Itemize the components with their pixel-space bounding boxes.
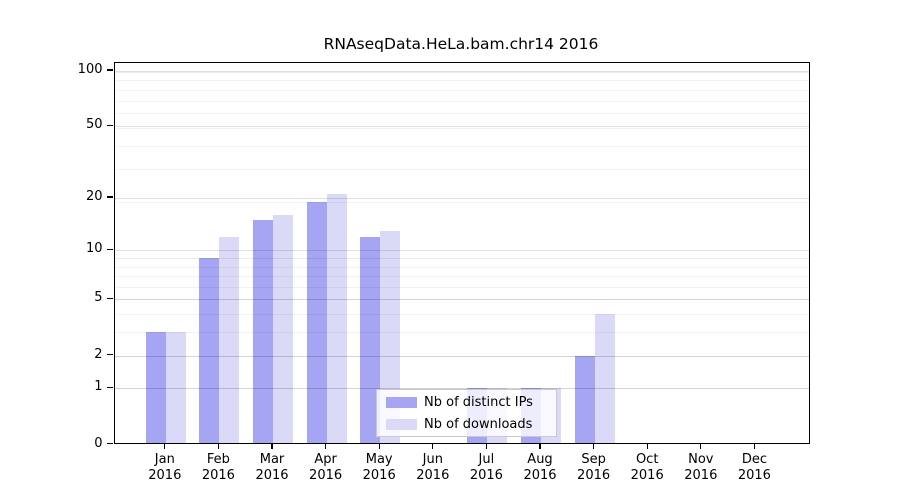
y-tick-label: 10: [85, 241, 103, 257]
gridline-minor: [114, 80, 809, 82]
gridline-major: [114, 198, 809, 200]
gridline-minor: [114, 355, 809, 357]
gridline-major: [114, 71, 809, 72]
gridline-decade: [114, 71, 809, 73]
x-tick-label: Nov 2016: [684, 451, 718, 484]
gridline-minor: [114, 332, 809, 334]
legend: Nb of distinct IPs Nb of downloads: [376, 389, 557, 437]
y-axis-tick: [106, 442, 113, 445]
gridline-minor: [114, 113, 809, 115]
x-tick-label: May 2016: [362, 451, 396, 484]
gridline-minor: [114, 202, 809, 204]
legend-label-distinct-ips: Nb of distinct IPs: [424, 395, 533, 410]
bar-distinct-ips-jan: [145, 332, 166, 443]
y-tick-label: 20: [85, 189, 103, 205]
gridline-minor: [114, 299, 809, 301]
y-axis-tick: [106, 297, 113, 300]
x-tick-label: Apr 2016: [309, 451, 343, 484]
x-axis-tick: [700, 443, 702, 449]
gridline-major: [114, 250, 809, 252]
x-tick-label: Mar 2016: [255, 451, 289, 484]
gridline-minor: [114, 127, 809, 129]
bar-distinct-ips-apr: [306, 202, 327, 443]
gridline-major: [114, 355, 809, 357]
y-axis-tick: [106, 248, 113, 251]
x-tick-label: Jul 2016: [469, 451, 503, 484]
bar-downloads-apr: [326, 194, 347, 443]
gridline-decade: [114, 258, 809, 260]
x-tick-label: Sep 2016: [577, 451, 611, 484]
y-tick-label: 1: [94, 379, 103, 395]
y-axis-tick: [106, 196, 113, 198]
x-tick-label: Oct 2016: [630, 451, 664, 484]
x-tick-label: Dec 2016: [737, 451, 771, 484]
gridline-minor: [114, 100, 809, 102]
x-tick-label: Aug 2016: [523, 451, 557, 484]
x-axis-tick: [753, 443, 756, 449]
x-tick-label: Jan 2016: [148, 451, 182, 484]
y-tick-label: 100: [77, 62, 103, 77]
gridline-major: [114, 126, 809, 128]
bar-downloads-feb: [219, 236, 240, 443]
y-axis-tick: [106, 353, 113, 356]
bar-downloads-mar: [273, 215, 293, 443]
bar-distinct-ips-mar: [253, 220, 273, 443]
gridline-major: [114, 388, 809, 390]
x-axis-tick: [324, 443, 327, 449]
chart-title: RNAseqData.HeLa.bam.chr14 2016: [323, 35, 599, 53]
x-axis-tick: [539, 443, 541, 449]
gridline-major: [114, 299, 809, 301]
legend-item-downloads: Nb of downloads: [386, 416, 532, 433]
x-axis-tick: [378, 443, 380, 449]
bar-distinct-ips-sep: [574, 355, 595, 443]
gridline-minor: [114, 89, 809, 91]
legend-label-downloads: Nb of downloads: [424, 417, 533, 432]
gridline-minor: [114, 266, 809, 268]
x-tick-label: Feb 2016: [201, 451, 235, 484]
gridline-minor: [114, 276, 809, 278]
y-axis-tick: [106, 386, 113, 389]
x-axis-tick: [271, 443, 273, 449]
y-tick-label: 5: [94, 290, 103, 306]
y-axis-tick: [106, 69, 113, 71]
gridline-minor: [114, 145, 809, 147]
y-axis-tick: [106, 124, 113, 126]
bar-distinct-ips-may: [360, 236, 381, 443]
y-tick-label: 50: [85, 117, 103, 133]
gridline-minor: [114, 388, 809, 390]
x-axis-tick: [164, 443, 166, 449]
legend-swatch-downloads-icon: [386, 419, 417, 430]
bar-distinct-ips-feb: [199, 258, 220, 443]
y-tick-label: 0: [94, 435, 103, 451]
gridline-minor: [114, 169, 809, 171]
legend-swatch-distinct-ips-icon: [386, 397, 417, 408]
bar-downloads-sep: [594, 314, 615, 443]
x-axis-tick: [485, 443, 488, 449]
x-axis-tick: [432, 443, 434, 449]
gridline-minor: [114, 287, 809, 289]
y-tick-label: 2: [94, 346, 103, 362]
x-axis-tick: [592, 443, 595, 449]
x-axis-tick: [646, 443, 648, 449]
bar-downloads-jan: [165, 332, 186, 443]
x-tick-label: Jun 2016: [416, 451, 450, 484]
x-axis-tick: [217, 443, 220, 449]
legend-item-distinct-ips: Nb of distinct IPs: [386, 394, 533, 411]
gridline-minor: [114, 314, 809, 316]
plot-area: [113, 62, 810, 444]
